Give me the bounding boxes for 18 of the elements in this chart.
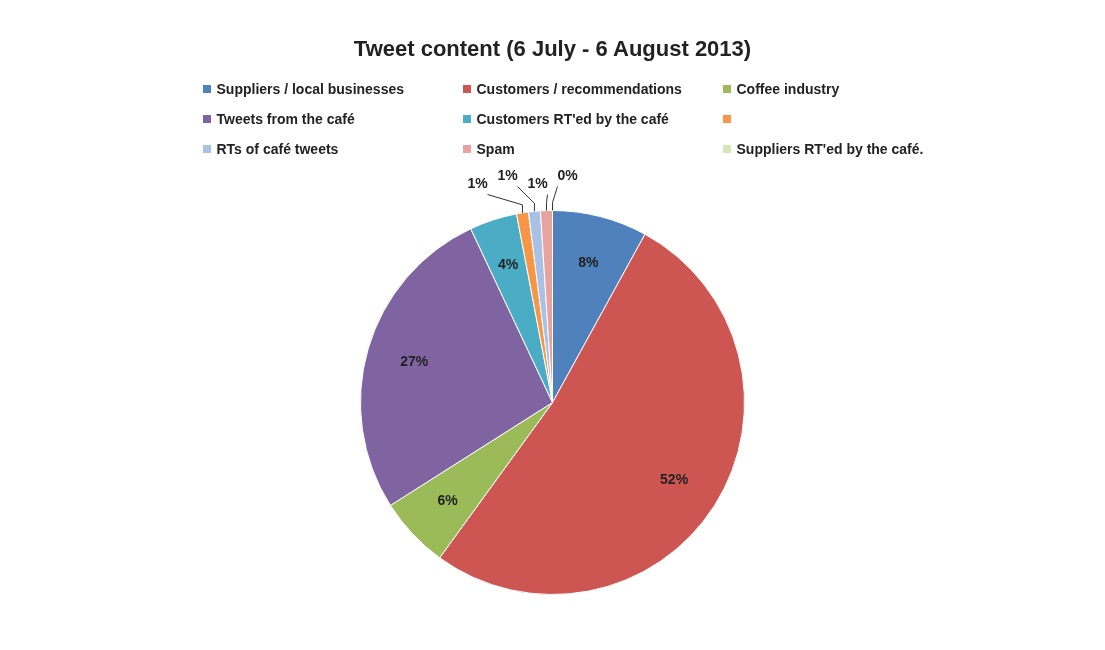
legend-label: Coffee industry [736, 81, 840, 97]
data-label: 52% [660, 470, 689, 487]
legend-label: Customers RT'ed by the café [476, 111, 669, 127]
chart-title: Tweet content (6 July - 6 August 2013) [352, 35, 753, 62]
data-label: 27% [400, 353, 429, 370]
data-label: 1% [527, 175, 549, 192]
data-label: 8% [578, 253, 599, 270]
data-label: 1% [497, 167, 519, 184]
legend-label: Suppliers RT'ed by the café. [736, 141, 924, 157]
data-label: 4% [497, 256, 519, 273]
legend-label: Tweets from the café [216, 111, 355, 127]
text: 0% [557, 167, 578, 184]
legend-label: Customers / recommendations [476, 81, 682, 97]
data-label: 1% [467, 175, 489, 192]
legend-label: Spam [476, 141, 515, 157]
legend-label: RTs of café tweets [216, 141, 339, 157]
data-label: 6% [437, 491, 459, 508]
legend-label: Suppliers / local businesses [216, 81, 405, 97]
